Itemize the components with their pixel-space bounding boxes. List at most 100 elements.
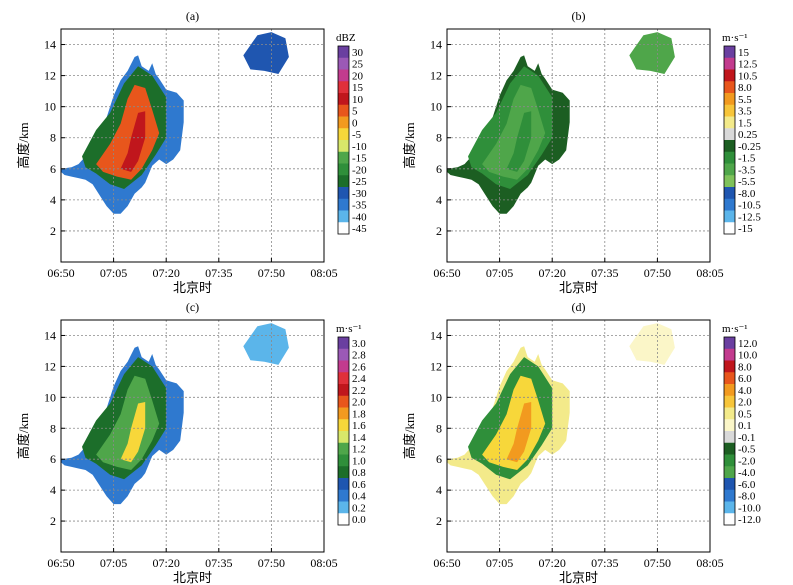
y-tick-label: 14 bbox=[44, 38, 56, 52]
colorbar-label: 0.5 bbox=[738, 408, 752, 420]
colorbar-label: -10.5 bbox=[738, 200, 761, 212]
colorbar-swatch bbox=[724, 222, 735, 235]
colorbar-swatch bbox=[724, 116, 735, 129]
colorbar-label: 0.6 bbox=[352, 479, 366, 491]
panel-label: (a) bbox=[186, 9, 199, 23]
colorbar-label: -5 bbox=[352, 129, 362, 141]
echo-region-hot bbox=[506, 111, 532, 172]
colorbar-label: 1.8 bbox=[352, 408, 366, 420]
colorbar-label: -15 bbox=[738, 223, 753, 235]
x-tick-label: 07:20 bbox=[153, 556, 180, 570]
y-tick-label: 8 bbox=[436, 131, 442, 145]
colorbar-swatch bbox=[724, 337, 735, 350]
colorbar-label: -25 bbox=[352, 176, 367, 188]
colorbar-label: -8.0 bbox=[738, 188, 756, 200]
colorbar-label: 20 bbox=[352, 70, 364, 82]
colorbar-swatch bbox=[338, 116, 349, 129]
colorbar-swatch bbox=[724, 442, 735, 455]
colorbar-label: 5.5 bbox=[738, 94, 752, 106]
colorbar-label: 10 bbox=[352, 94, 364, 106]
colorbar-label: 3.0 bbox=[352, 338, 366, 350]
colorbar-swatch bbox=[338, 93, 349, 106]
colorbar-label: 12.0 bbox=[738, 338, 758, 350]
y-tick-label: 10 bbox=[430, 390, 442, 404]
colorbar-swatch bbox=[724, 419, 735, 432]
colorbar-label: -35 bbox=[352, 200, 367, 212]
colorbar-label: -45 bbox=[352, 223, 367, 235]
colorbar-label: -6.0 bbox=[738, 479, 756, 491]
colorbar: 1512.510.58.05.53.51.50.25-0.25-1.5-3.5-… bbox=[722, 32, 761, 235]
y-tick-label: 10 bbox=[44, 390, 56, 404]
colorbar-label: -5.5 bbox=[738, 176, 756, 188]
colorbar-swatch bbox=[338, 466, 349, 479]
colorbar-label: -12.0 bbox=[738, 514, 761, 526]
colorbar-label: 15 bbox=[352, 82, 364, 94]
colorbar-label: 12.5 bbox=[738, 59, 758, 71]
y-tick-label: 6 bbox=[50, 452, 56, 466]
colorbar-label: -4.0 bbox=[738, 467, 756, 479]
panel-a: 06:50 07:05 07:20 07:35 07:50 08:05 2 4 6 8 10 12 14… bbox=[16, 9, 367, 295]
echo-region-anvil bbox=[629, 323, 675, 365]
x-tick-label: 06:50 bbox=[47, 266, 74, 280]
colorbar-swatch bbox=[724, 489, 735, 502]
colorbar-label: 25 bbox=[352, 59, 364, 71]
colorbar-swatch bbox=[724, 395, 735, 408]
colorbar-label: 0.25 bbox=[738, 129, 758, 141]
x-tick-label: 07:05 bbox=[486, 556, 513, 570]
x-tick-label: 07:35 bbox=[205, 266, 232, 280]
colorbar-swatch bbox=[338, 337, 349, 350]
colorbar-label: 10.5 bbox=[738, 70, 758, 82]
colorbar-frame bbox=[723, 45, 736, 235]
colorbar-label: 0.0 bbox=[352, 514, 366, 526]
colorbar-swatch bbox=[338, 360, 349, 373]
y-tick-label: 10 bbox=[430, 100, 442, 114]
colorbar-unit: m·s⁻¹ bbox=[722, 32, 748, 44]
echo-region-anvil bbox=[629, 32, 675, 74]
colorbar-label: -0.5 bbox=[738, 444, 756, 456]
colorbar-swatch bbox=[724, 466, 735, 479]
colorbar-swatch bbox=[338, 187, 349, 200]
x-tick-label: 08:05 bbox=[310, 556, 337, 570]
colorbar-swatch bbox=[724, 372, 735, 385]
colorbar-swatch bbox=[724, 198, 735, 211]
colorbar-label: 3.5 bbox=[738, 106, 752, 118]
colorbar-swatch bbox=[724, 501, 735, 514]
colorbar-label: 30 bbox=[352, 47, 364, 59]
colorbar-label: 4.0 bbox=[738, 385, 752, 397]
x-axis-label: 北京时 bbox=[173, 280, 212, 295]
colorbar: 3.02.82.62.42.22.01.81.61.41.21.00.80.60… bbox=[336, 323, 366, 526]
colorbar-swatch bbox=[724, 175, 735, 188]
colorbar-label: -30 bbox=[352, 188, 367, 200]
colorbar: 12.010.08.06.04.02.00.50.1-0.1-0.5-2.0-4… bbox=[722, 323, 761, 526]
colorbar-swatch bbox=[338, 57, 349, 70]
y-tick-label: 6 bbox=[436, 162, 442, 176]
colorbar-label: 6.0 bbox=[738, 373, 752, 385]
colorbar-label: -3.5 bbox=[738, 164, 756, 176]
colorbar-swatch bbox=[338, 384, 349, 397]
colorbar-frame bbox=[723, 336, 736, 526]
colorbar-label: 2.4 bbox=[352, 373, 366, 385]
colorbar-label: 1.4 bbox=[352, 432, 366, 444]
colorbar-swatch bbox=[724, 93, 735, 106]
colorbar-swatch bbox=[724, 348, 735, 361]
y-tick-label: 12 bbox=[430, 359, 442, 373]
plot-frame bbox=[60, 28, 325, 263]
colorbar-label: -15 bbox=[352, 153, 367, 165]
colorbar-swatch bbox=[724, 81, 735, 94]
colorbar-label: 8.0 bbox=[738, 361, 752, 373]
colorbar-swatch bbox=[338, 454, 349, 467]
colorbar-swatch bbox=[338, 348, 349, 361]
colorbar-swatch bbox=[724, 128, 735, 141]
colorbar-swatch bbox=[338, 81, 349, 94]
plot-frame bbox=[446, 319, 711, 553]
colorbar-swatch bbox=[338, 513, 349, 526]
colorbar-label: 0.8 bbox=[352, 467, 366, 479]
colorbar-swatch bbox=[338, 46, 349, 59]
colorbar-swatch bbox=[338, 128, 349, 141]
colorbar-label: 2.0 bbox=[738, 397, 752, 409]
echo-region-anvil bbox=[243, 323, 289, 365]
plot-frame bbox=[60, 319, 325, 553]
y-tick-label: 8 bbox=[436, 421, 442, 435]
colorbar-swatch bbox=[338, 431, 349, 444]
